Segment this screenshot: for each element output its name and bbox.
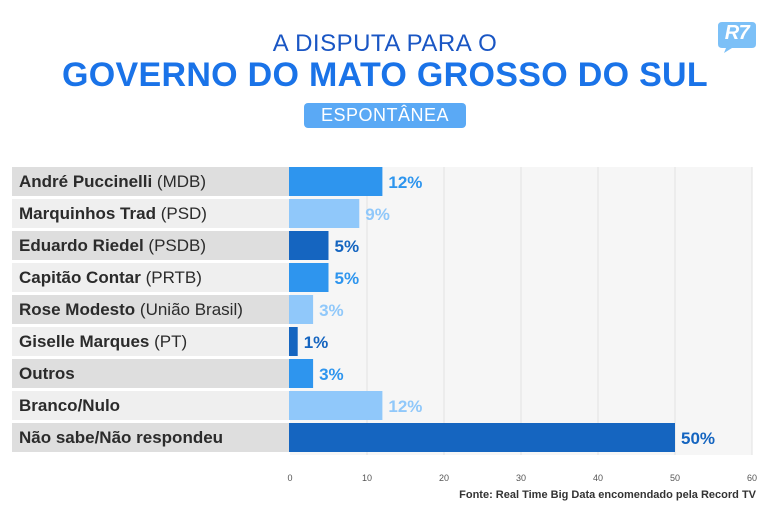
r7-logo-icon bbox=[718, 22, 756, 53]
category-label-background bbox=[12, 327, 290, 356]
category-label: Capitão Contar (PRTB) bbox=[19, 268, 202, 287]
category-label: Outros bbox=[19, 364, 75, 383]
category-label-background bbox=[12, 359, 290, 388]
category-label: Eduardo Riedel (PSDB) bbox=[19, 236, 206, 255]
category-label-party: (MDB) bbox=[152, 172, 206, 191]
bar-value-label: 9% bbox=[365, 205, 390, 224]
category-label-background bbox=[12, 423, 290, 452]
category-label: Giselle Marques (PT) bbox=[19, 332, 187, 351]
x-tick-label: 50 bbox=[670, 473, 680, 483]
bar bbox=[289, 327, 298, 356]
bar bbox=[289, 359, 314, 388]
bar-value-label: 5% bbox=[335, 237, 360, 256]
bar bbox=[289, 391, 383, 420]
title-line-2: GOVERNO DO MATO GROSSO DO SUL bbox=[62, 56, 708, 94]
category-label: André Puccinelli (MDB) bbox=[19, 172, 206, 191]
badge-espontanea: ESPONTÂNEA bbox=[304, 103, 466, 128]
bar-value-label: 12% bbox=[388, 397, 422, 416]
category-label-background bbox=[12, 263, 290, 292]
bar bbox=[289, 231, 329, 260]
r7-logo-text: R7 bbox=[724, 22, 750, 44]
category-label-name: André Puccinelli bbox=[19, 172, 152, 191]
bar bbox=[289, 167, 383, 196]
category-label-background bbox=[12, 391, 290, 420]
bar bbox=[289, 423, 675, 452]
category-label-party: (PSDB) bbox=[144, 236, 206, 255]
bar-value-label: 50% bbox=[681, 429, 715, 448]
x-tick-label: 40 bbox=[593, 473, 603, 483]
category-label-background bbox=[12, 199, 290, 228]
source-note: Fonte: Real Time Big Data encomendado pe… bbox=[459, 489, 756, 501]
x-tick-label: 30 bbox=[516, 473, 526, 483]
x-tick-label: 20 bbox=[439, 473, 449, 483]
bar-value-label: 1% bbox=[304, 333, 329, 352]
category-label-name: Branco/Nulo bbox=[19, 396, 120, 415]
category-label-party: (PSD) bbox=[156, 204, 207, 223]
category-label: Não sabe/Não respondeu bbox=[19, 428, 223, 447]
x-tick-label: 0 bbox=[287, 473, 292, 483]
category-label-name: Marquinhos Trad bbox=[19, 204, 156, 223]
category-label-party: (União Brasil) bbox=[135, 300, 243, 319]
category-label-background bbox=[12, 231, 290, 260]
category-label-name: Não sabe/Não respondeu bbox=[19, 428, 223, 447]
category-label-party: (PT) bbox=[149, 332, 187, 351]
category-label-name: Giselle Marques bbox=[19, 332, 149, 351]
bar bbox=[289, 199, 360, 228]
title-line-1: A DISPUTA PARA O bbox=[272, 30, 498, 57]
category-label-background bbox=[12, 167, 290, 196]
bar-value-label: 12% bbox=[388, 173, 422, 192]
category-label-name: Rose Modesto bbox=[19, 300, 135, 319]
category-label: Marquinhos Trad (PSD) bbox=[19, 204, 207, 223]
category-label-background bbox=[12, 295, 290, 324]
x-tick-label: 60 bbox=[747, 473, 757, 483]
category-label: Rose Modesto (União Brasil) bbox=[19, 300, 243, 319]
bar-value-label: 3% bbox=[319, 301, 344, 320]
bar bbox=[289, 263, 329, 292]
category-label-party: (PRTB) bbox=[141, 268, 202, 287]
category-label-name: Outros bbox=[19, 364, 75, 383]
bar-value-label: 3% bbox=[319, 365, 344, 384]
bar bbox=[289, 295, 314, 324]
category-label-name: Eduardo Riedel bbox=[19, 236, 144, 255]
x-tick-label: 10 bbox=[362, 473, 372, 483]
category-label-name: Capitão Contar bbox=[19, 268, 141, 287]
bar-value-label: 5% bbox=[335, 269, 360, 288]
category-label: Branco/Nulo bbox=[19, 396, 120, 415]
